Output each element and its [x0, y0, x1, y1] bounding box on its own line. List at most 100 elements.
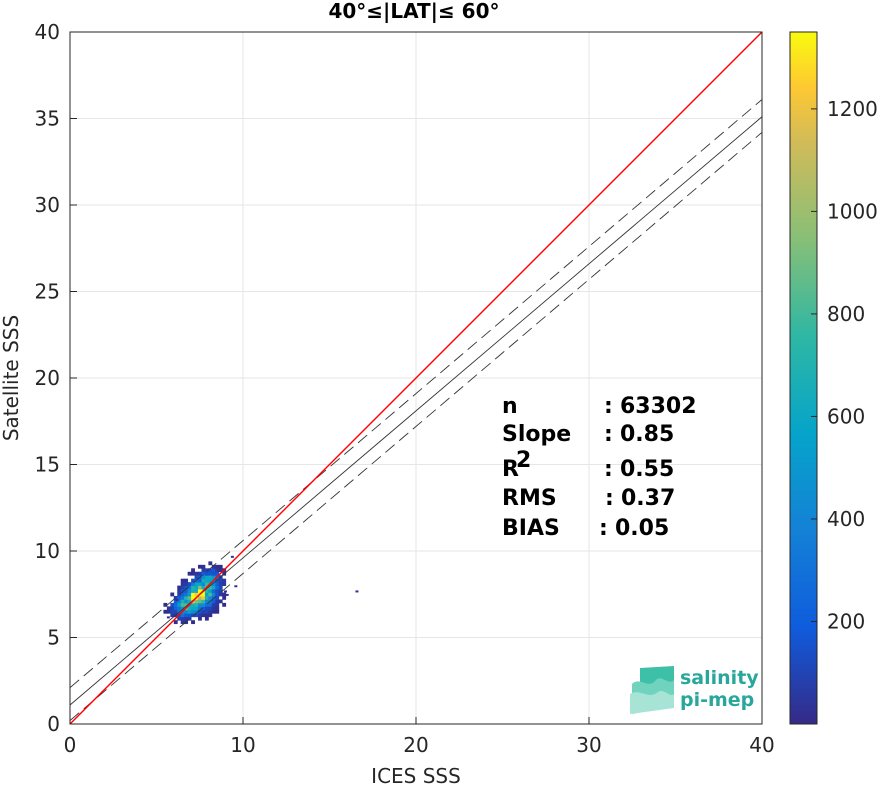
density-cell: [215, 578, 220, 583]
stat-label: Slope: [502, 422, 571, 447]
stat-separator: :: [605, 486, 614, 511]
density-cell: [184, 578, 189, 583]
density-cell: [208, 589, 213, 593]
stat-value: 0.55: [620, 457, 674, 482]
density-cell: [184, 589, 189, 593]
density-cell: [177, 589, 182, 593]
density-cell: [211, 592, 216, 597]
density-cell: [215, 602, 220, 607]
density-cell: [234, 585, 238, 588]
density-cell: [198, 613, 202, 618]
density-cell: [170, 613, 175, 618]
density-cell: [187, 606, 192, 611]
density-cell: [173, 606, 178, 611]
y-axis-label: Satellite SSS: [0, 315, 23, 441]
density-cell: [194, 589, 199, 593]
density-cell: [201, 606, 206, 611]
density-cell: [222, 595, 227, 600]
colorbar-tick-label: 600: [827, 404, 865, 428]
density-cell: [187, 592, 192, 597]
density-cell: [204, 595, 209, 600]
density-cell: [201, 592, 206, 597]
density-cell: [215, 571, 220, 576]
density-cell: [191, 568, 195, 573]
density-cell: [211, 585, 216, 590]
y-tick-label: 30: [35, 193, 60, 217]
density-cell: [204, 582, 209, 586]
stat-label: R: [502, 457, 519, 482]
colorbar-tick-labels: 200 400 600 800 1000 1200: [811, 97, 878, 633]
density-cell: [204, 578, 209, 583]
density-cell: [208, 585, 213, 590]
plot-frame: [69, 31, 763, 725]
density-cell: [215, 564, 220, 569]
density-cell: [208, 571, 213, 576]
chart-title: 40°≤|LAT|≤ 60°: [328, 0, 499, 23]
density-cell: [180, 592, 185, 597]
density-cell: [218, 589, 223, 593]
density-cell: [187, 571, 192, 576]
density-cell: [184, 599, 189, 604]
y-tick-label: 20: [35, 366, 60, 390]
density-cell: [215, 592, 220, 597]
density-cell: [187, 599, 192, 604]
density-cell: [222, 602, 227, 607]
density-cell: [204, 609, 209, 614]
density-cell: [211, 564, 216, 569]
density-cell: [198, 599, 202, 604]
density-cell: [166, 606, 171, 611]
colorbar-tick-label: 1200: [827, 97, 878, 121]
density-cell: [211, 602, 216, 607]
density-cell: [204, 616, 209, 621]
y-tick-label: 5: [47, 626, 60, 650]
density-cell: [208, 561, 213, 566]
stat-value: 0.05: [615, 516, 669, 541]
density-cell: [215, 599, 220, 604]
density-cell: [208, 595, 213, 600]
density-cell: [215, 568, 220, 573]
salinity-pi-mep-logo: salinity pi-mep: [630, 666, 759, 714]
density-cell: [218, 585, 223, 590]
density-cell: [180, 613, 185, 618]
density-cell: [177, 585, 182, 590]
x-tick-labels: 0 10 20 30 40: [64, 733, 775, 757]
density-cell: [191, 606, 195, 611]
density-cell: [198, 602, 202, 607]
density-cell: [204, 602, 209, 607]
density-cell: [198, 585, 202, 590]
density-cell: [177, 616, 182, 621]
density-cell: [177, 599, 182, 604]
density-cell: [211, 571, 216, 576]
density-cell: [225, 593, 229, 596]
density-cell: [215, 585, 220, 590]
identity-line: [69, 31, 763, 725]
x-axis-label: ICES SSS: [371, 764, 461, 786]
density-cell: [166, 616, 170, 619]
y-tick-label: 15: [35, 453, 60, 477]
density-cell: [166, 609, 171, 614]
density-cell: [180, 616, 185, 621]
density-cell: [208, 578, 213, 583]
density-cell: [191, 589, 195, 593]
density-cell: [187, 585, 192, 590]
density-cell: [223, 590, 227, 593]
density-cell: [191, 582, 195, 586]
density-cell: [204, 599, 209, 604]
fit-line: [69, 116, 763, 706]
y-tick-label: 35: [35, 107, 60, 131]
stat-label: n: [502, 394, 518, 419]
density-cell: [191, 578, 195, 583]
density-cell: [201, 602, 206, 607]
density-cell: [218, 599, 223, 604]
density-cell: [204, 571, 209, 576]
density-cell: [208, 606, 213, 611]
density-cell: [177, 595, 182, 600]
density-cell: [222, 592, 227, 597]
density-cell: [222, 578, 227, 583]
density-cell: [201, 582, 206, 586]
density-cell: [173, 620, 178, 625]
density-cell: [194, 592, 199, 597]
stat-label: RMS: [502, 486, 557, 511]
y-tick-label: 25: [35, 280, 60, 304]
